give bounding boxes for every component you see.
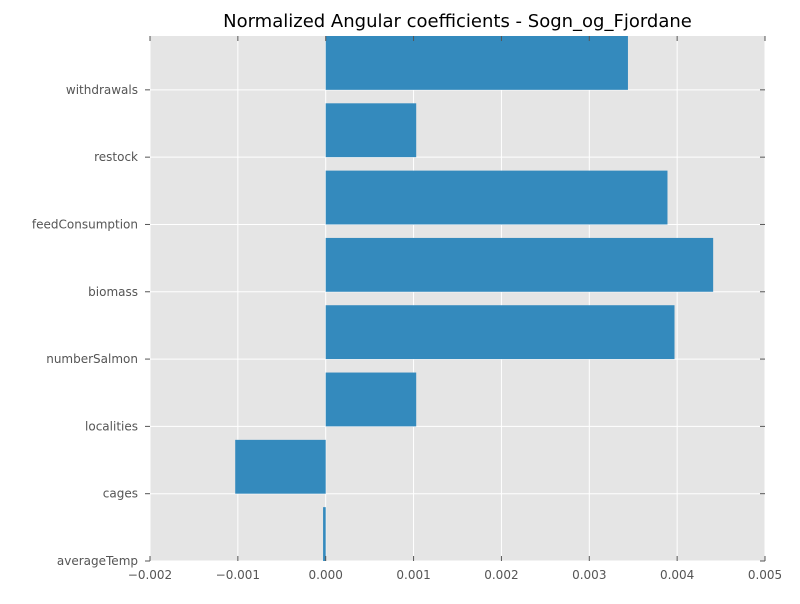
- x-tick-label: 0.005: [748, 568, 782, 582]
- bar-localities: [325, 372, 417, 427]
- y-tick-label-localities: localities: [85, 419, 138, 433]
- bar-feedConsumption: [325, 170, 668, 225]
- bar-cages: [235, 439, 326, 494]
- x-tick-label: 0.001: [396, 568, 430, 582]
- x-tick-label: 0.003: [572, 568, 606, 582]
- y-tick-label-cages: cages: [103, 487, 138, 501]
- bar-withdrawals: [325, 36, 628, 90]
- x-tick-label: −0.002: [128, 568, 172, 582]
- y-tick-label-feedConsumption: feedConsumption: [32, 217, 138, 231]
- y-tick-label-numberSalmon: numberSalmon: [46, 352, 138, 366]
- y-tick-label-restock: restock: [94, 150, 138, 164]
- y-tick-label-withdrawals: withdrawals: [66, 83, 138, 97]
- bar-restock: [325, 103, 417, 158]
- bar-averageTemp: [323, 507, 326, 561]
- chart-title: Normalized Angular coefficients - Sogn_o…: [223, 11, 692, 32]
- x-tick-label: 0.002: [484, 568, 518, 582]
- y-tick-label-biomass: biomass: [88, 285, 138, 299]
- x-tick-label: 0.004: [660, 568, 694, 582]
- y-tick-label-averageTemp: averageTemp: [57, 554, 138, 568]
- bar-numberSalmon: [325, 305, 675, 360]
- bar-biomass: [325, 237, 714, 292]
- x-tick-label: −0.001: [216, 568, 260, 582]
- x-tick-label: 0.000: [309, 568, 343, 582]
